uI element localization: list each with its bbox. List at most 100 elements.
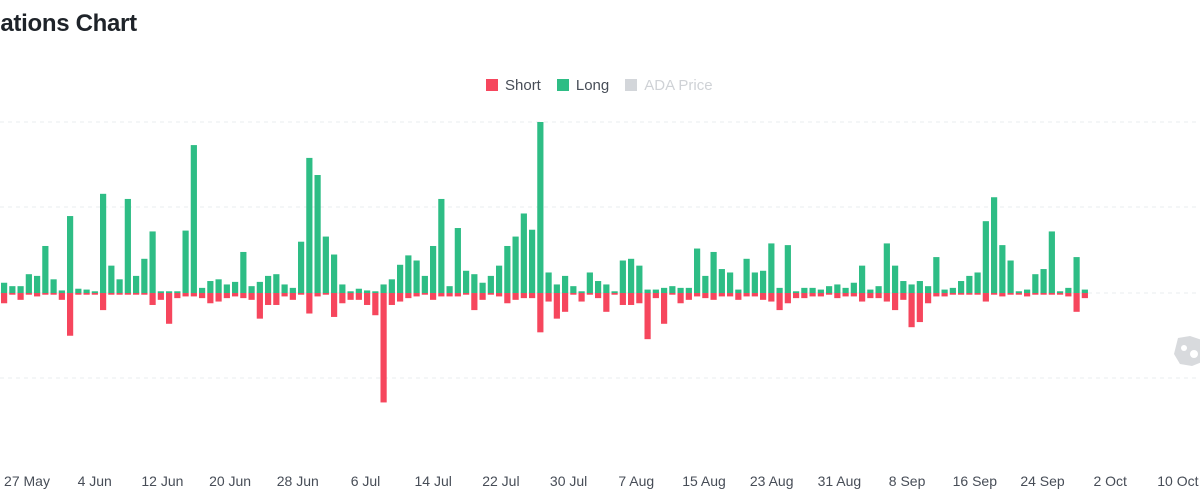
long-bar-43[interactable]: [355, 288, 362, 293]
long-bar-24[interactable]: [199, 287, 206, 293]
long-bar-23[interactable]: [190, 145, 197, 293]
long-bar-91[interactable]: [751, 272, 758, 293]
long-bar-119[interactable]: [982, 221, 989, 293]
long-bar-63[interactable]: [520, 213, 527, 293]
long-bar-131[interactable]: [1081, 289, 1088, 293]
long-bar-31[interactable]: [256, 281, 263, 293]
short-bar-103[interactable]: [850, 293, 857, 297]
long-bar-42[interactable]: [347, 291, 354, 293]
long-bar-26[interactable]: [215, 279, 222, 293]
short-bar-45[interactable]: [372, 293, 379, 316]
short-bar-56[interactable]: [463, 293, 470, 295]
short-bar-22[interactable]: [182, 293, 189, 297]
long-bar-2[interactable]: [17, 286, 24, 293]
short-bar-44[interactable]: [364, 293, 371, 305]
long-bar-97[interactable]: [801, 287, 808, 293]
long-bar-129[interactable]: [1065, 287, 1072, 293]
short-bar-110[interactable]: [908, 293, 915, 328]
long-bar-94[interactable]: [776, 287, 783, 293]
long-bar-1[interactable]: [9, 286, 16, 293]
short-bar-6[interactable]: [50, 293, 57, 295]
long-bar-67[interactable]: [553, 284, 560, 293]
short-bar-19[interactable]: [157, 293, 164, 300]
short-bar-17[interactable]: [141, 293, 148, 295]
short-bar-4[interactable]: [34, 293, 41, 297]
long-bar-92[interactable]: [760, 270, 767, 293]
long-bar-30[interactable]: [248, 286, 255, 293]
long-bar-34[interactable]: [281, 284, 288, 293]
long-bar-104[interactable]: [859, 265, 866, 293]
long-bar-113[interactable]: [933, 257, 940, 293]
short-bar-43[interactable]: [355, 293, 362, 300]
short-bar-63[interactable]: [520, 293, 527, 299]
short-bar-35[interactable]: [289, 293, 296, 300]
short-bar-129[interactable]: [1065, 293, 1072, 297]
long-bar-89[interactable]: [735, 289, 742, 293]
long-bar-85[interactable]: [702, 275, 709, 293]
long-bar-5[interactable]: [42, 245, 49, 293]
short-bar-96[interactable]: [793, 293, 800, 299]
long-bar-44[interactable]: [364, 290, 371, 293]
long-bar-45[interactable]: [372, 291, 379, 293]
long-bar-109[interactable]: [900, 281, 907, 293]
long-bar-33[interactable]: [273, 274, 280, 293]
long-bar-57[interactable]: [471, 274, 478, 293]
long-bar-84[interactable]: [694, 248, 701, 293]
short-bar-88[interactable]: [727, 293, 734, 297]
short-bar-16[interactable]: [133, 293, 140, 295]
short-bar-47[interactable]: [388, 293, 395, 305]
short-bar-87[interactable]: [718, 293, 725, 297]
short-bar-58[interactable]: [479, 293, 486, 300]
long-bar-25[interactable]: [207, 281, 214, 293]
long-bar-81[interactable]: [669, 286, 676, 293]
long-bar-103[interactable]: [850, 282, 857, 293]
long-bar-122[interactable]: [1007, 260, 1014, 293]
short-bar-81[interactable]: [669, 293, 676, 295]
short-bar-127[interactable]: [1048, 293, 1055, 295]
short-bar-75[interactable]: [619, 293, 626, 305]
short-bar-112[interactable]: [925, 293, 932, 304]
short-bar-8[interactable]: [67, 293, 74, 336]
short-bar-2[interactable]: [17, 293, 24, 300]
short-bar-65[interactable]: [537, 293, 544, 333]
long-bar-62[interactable]: [512, 236, 519, 293]
long-bar-41[interactable]: [339, 284, 346, 293]
long-bar-22[interactable]: [182, 230, 189, 293]
long-bar-55[interactable]: [454, 228, 461, 293]
long-bar-32[interactable]: [265, 275, 272, 293]
long-bar-60[interactable]: [496, 265, 503, 293]
long-bar-64[interactable]: [529, 229, 536, 293]
long-bar-100[interactable]: [826, 286, 833, 293]
long-bar-106[interactable]: [875, 286, 882, 293]
long-bar-125[interactable]: [1032, 274, 1039, 293]
long-bar-121[interactable]: [999, 245, 1006, 293]
long-bar-18[interactable]: [149, 231, 156, 293]
short-bar-27[interactable]: [223, 293, 230, 299]
short-bar-31[interactable]: [256, 293, 263, 319]
long-bar-93[interactable]: [768, 243, 775, 293]
short-bar-74[interactable]: [611, 293, 618, 295]
short-bar-101[interactable]: [834, 293, 841, 299]
short-bar-76[interactable]: [628, 293, 635, 305]
short-bar-60[interactable]: [496, 293, 503, 297]
long-bar-19[interactable]: [157, 291, 164, 293]
short-bar-37[interactable]: [306, 293, 313, 314]
long-bar-115[interactable]: [949, 287, 956, 293]
short-bar-131[interactable]: [1081, 293, 1088, 299]
long-bar-99[interactable]: [817, 289, 824, 293]
short-bar-116[interactable]: [958, 293, 965, 295]
short-bar-108[interactable]: [892, 293, 899, 311]
short-bar-34[interactable]: [281, 293, 288, 297]
long-bar-54[interactable]: [446, 286, 453, 293]
long-bar-71[interactable]: [586, 272, 593, 293]
long-bar-82[interactable]: [677, 287, 684, 293]
long-bar-0[interactable]: [1, 282, 8, 293]
long-bar-39[interactable]: [322, 236, 329, 293]
short-bar-14[interactable]: [116, 293, 123, 295]
short-bar-49[interactable]: [405, 293, 412, 299]
long-bar-21[interactable]: [174, 291, 181, 293]
long-bar-13[interactable]: [108, 265, 115, 293]
short-bar-95[interactable]: [784, 293, 791, 304]
long-bar-46[interactable]: [380, 284, 387, 293]
short-bar-104[interactable]: [859, 293, 866, 302]
